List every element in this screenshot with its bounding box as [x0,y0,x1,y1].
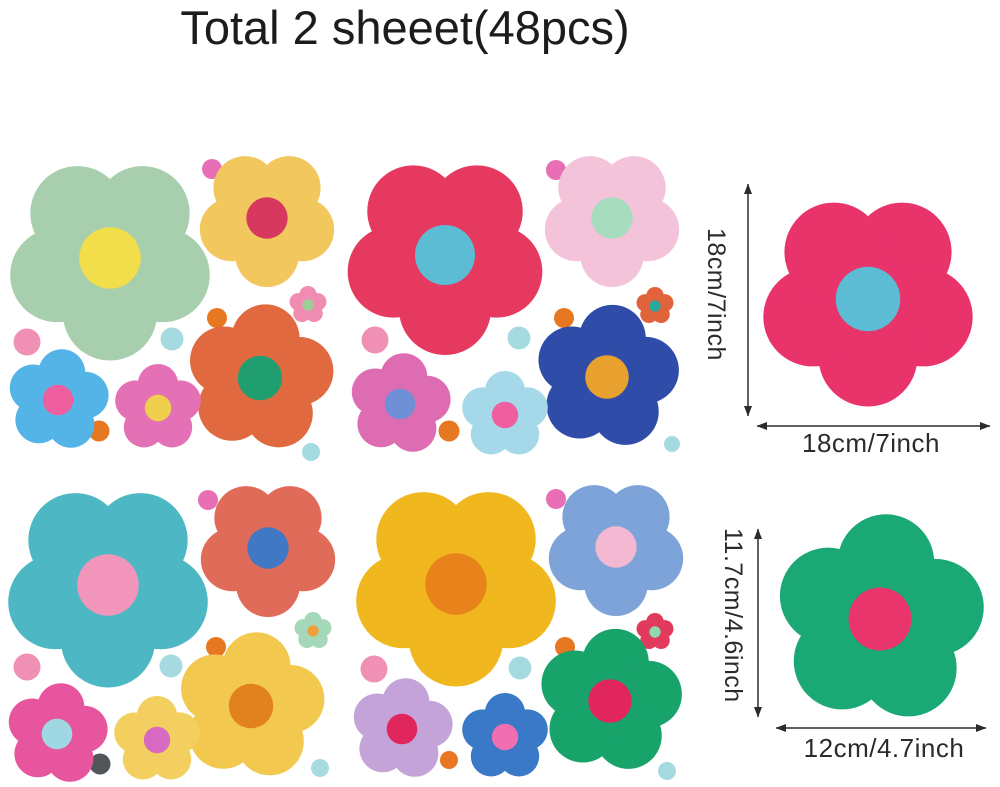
flower-center [649,626,661,638]
flower-sticker [115,364,201,448]
width-dimension-label-18cm: 18cm/7inch [802,428,940,458]
flower-sticker [636,287,674,324]
flower-sticker [462,693,548,777]
dot-sticker [302,443,320,461]
flower-sticker [544,156,680,287]
flower-center [649,300,661,312]
dot-sticker [13,653,41,681]
product-title: Total 2 sheeet(48pcs) [180,1,630,54]
flower-sticker [289,286,327,323]
dot-sticker [546,489,566,509]
flower-center [143,726,171,754]
flower-center [415,225,475,285]
dot-sticker [159,654,183,678]
flower-center [237,355,283,401]
flower-center [228,683,274,729]
flower-sticker [636,613,674,650]
flower-sticker [356,492,556,687]
flower-sticker [181,632,325,776]
flower-sticker [199,156,335,287]
dot-stickers [13,159,680,780]
flower-sticker [190,304,334,448]
dot-sticker [440,751,458,769]
size-guide-flowers [763,202,984,717]
dot-sticker [206,637,226,657]
dot-sticker [13,328,41,356]
dot-sticker [311,759,329,777]
flower-center [307,625,319,637]
dot-sticker [207,308,227,328]
flower-center [425,553,487,615]
dot-sticker [664,436,680,452]
flower-center [384,388,416,420]
flower-center [302,299,314,311]
flower-sticker [114,696,200,780]
flower-center [491,401,519,429]
dot-sticker [658,762,676,780]
flower-center [848,587,912,651]
height-dimension-label-11-7cm: 11.7cm/4.6inch [719,528,747,703]
height-dimension-label-18cm: 18cm/7inch [702,228,730,361]
dot-sticker [89,753,111,775]
flower-center [595,526,637,568]
flower-sticker [8,493,208,688]
flower-center [144,394,172,422]
flower-sticker [351,353,451,452]
flower-center [77,554,139,616]
dot-sticker [360,655,388,683]
flower-sticker [9,349,109,448]
dot-sticker [507,326,531,350]
flower-center [585,355,629,399]
dimension-arrows [744,183,991,732]
flower-sticker [779,514,984,717]
dot-sticker [508,656,532,680]
dot-sticker [438,420,460,442]
width-dimension-label-12cm: 12cm/4.7inch [803,733,965,763]
flower-sticker-sheets [8,156,684,782]
flower-sticker [538,304,679,445]
flower-sticker [10,166,210,361]
dot-sticker [554,308,574,328]
flower-center [247,527,289,569]
flower-center [41,718,73,750]
flower-sticker [462,371,548,455]
flower-center [835,266,901,332]
dot-sticker [198,490,218,510]
flower-center [42,384,74,416]
dot-sticker [546,160,566,180]
flower-sticker [347,165,543,355]
dot-sticker [361,326,389,354]
flower-center [588,679,632,723]
flower-center [591,197,633,239]
flower-center [246,197,288,239]
flower-sticker [353,678,453,777]
flower-sticker [200,486,336,617]
flower-center [79,227,141,289]
flower-sticker [763,202,973,407]
flower-sticker [541,628,682,769]
flower-center [386,713,418,745]
flower-sticker [548,485,684,616]
dot-sticker [160,327,184,351]
flower-sticker [294,612,332,649]
flower-sticker [8,683,108,782]
flower-center [491,723,519,751]
